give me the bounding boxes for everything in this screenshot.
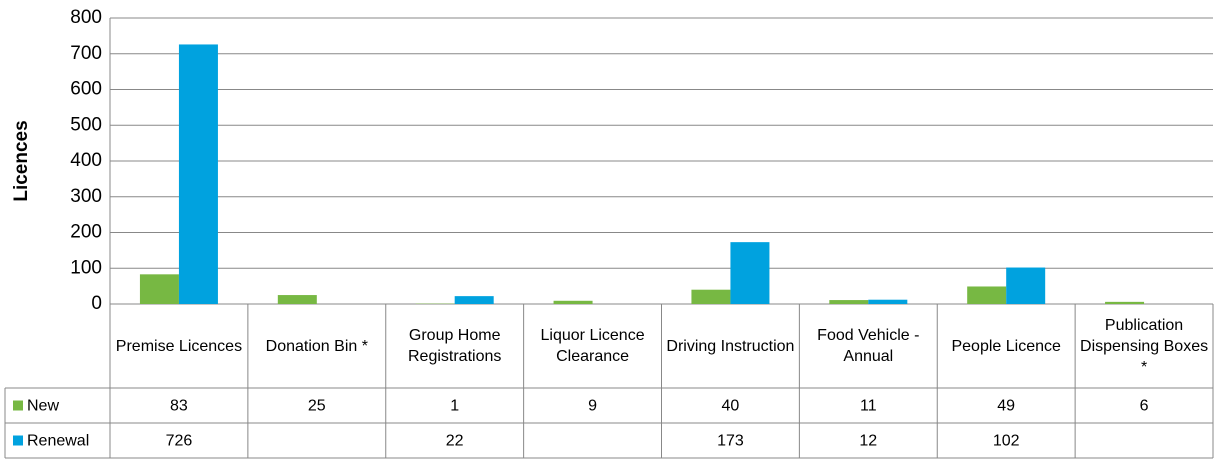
x-tick-label: Donation Bin * (265, 337, 368, 355)
x-tick-label-box: Food Vehicle - Annual (817, 327, 920, 365)
x-tick-label: Driving Instruction (666, 337, 795, 355)
bar (730, 242, 770, 304)
x-tick-label-box: Driving Instruction (666, 337, 795, 355)
table-cell: 173 (717, 433, 744, 450)
table-cell: 40 (722, 398, 740, 415)
x-tick-label: Liquor Licence Clearance (540, 327, 645, 365)
table-cell: 12 (859, 433, 877, 450)
y-tick-label: 100 (70, 257, 102, 278)
y-tick-label: 300 (70, 186, 102, 207)
bar (967, 286, 1007, 304)
bar (277, 295, 317, 304)
table-cell: 22 (446, 433, 464, 450)
bar (1105, 301, 1145, 304)
bar (829, 300, 869, 304)
table-cell: 11 (860, 398, 877, 415)
y-tick-label: 200 (70, 222, 102, 243)
y-tick-label: 0 (91, 293, 102, 314)
x-tick-label: Publication Dispensing Boxes * (1080, 316, 1209, 376)
y-tick-label: 800 (70, 7, 102, 28)
bar (139, 274, 179, 304)
bar (454, 296, 494, 304)
table-cell: 83 (170, 398, 188, 415)
bar (868, 299, 908, 304)
table-cell: 1 (450, 398, 459, 415)
table-cell: 102 (993, 433, 1020, 450)
table-cell: 6 (1140, 398, 1149, 415)
bar (1006, 267, 1046, 304)
x-tick-label-box: Publication Dispensing Boxes * (1080, 316, 1209, 376)
bar (691, 289, 731, 304)
x-tick-label-box: Donation Bin * (265, 337, 368, 355)
x-tick-label-box: People Licence (951, 337, 1061, 355)
legend-label: Renewal (27, 433, 89, 450)
table-cell: 9 (588, 398, 597, 415)
x-tick-label: People Licence (951, 337, 1061, 355)
x-tick-label-box: Liquor Licence Clearance (540, 327, 645, 365)
x-tick-label: Food Vehicle - Annual (817, 327, 920, 365)
legend-swatch (13, 435, 23, 446)
table-cell: 25 (308, 398, 326, 415)
table-cell: 726 (166, 433, 193, 450)
bar (178, 44, 218, 305)
y-tick-label: 700 (70, 43, 102, 64)
legend-label: New (27, 398, 59, 415)
x-tick-label-box: Premise Licences (115, 337, 243, 355)
legend-swatch (13, 400, 23, 411)
x-tick-label: Premise Licences (115, 337, 243, 355)
x-tick-label: Group Home Registrations (408, 327, 502, 365)
y-tick-label: 600 (70, 79, 102, 100)
y-axis-label: Licences (11, 120, 32, 201)
y-tick-label: 500 (70, 114, 102, 135)
y-tick-label: 400 (70, 150, 102, 171)
x-tick-label-box: Group Home Registrations (408, 327, 502, 365)
table-cell: 49 (997, 398, 1015, 415)
bar (553, 300, 593, 304)
